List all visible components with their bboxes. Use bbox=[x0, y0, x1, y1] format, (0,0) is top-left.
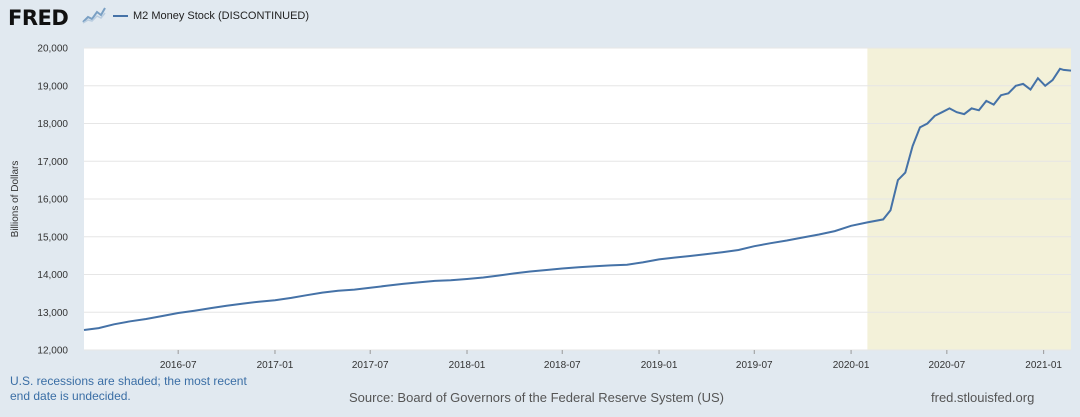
y-tick-label: 18,000 bbox=[37, 119, 68, 130]
x-tick-label: 2018-07 bbox=[544, 360, 581, 371]
site-link[interactable]: fred.stlouisfed.org bbox=[931, 390, 1035, 405]
x-tick-label: 2019-01 bbox=[641, 360, 678, 371]
y-tick-label: 13,000 bbox=[37, 308, 68, 319]
x-tick-label: 2016-07 bbox=[160, 360, 197, 371]
y-tick-label: 14,000 bbox=[37, 270, 68, 281]
line-chart: 12,000 13,000 14,000 15,000 16,000 17,000 18,0… bbox=[10, 44, 1072, 371]
x-tick-label: 2017-07 bbox=[352, 360, 389, 371]
y-axis-ticks: 12,000 13,000 14,000 15,000 16,000 17,000 18,0… bbox=[37, 44, 68, 357]
x-tick-label: 2020-01 bbox=[833, 360, 870, 371]
y-axis-label: Billions of Dollars bbox=[10, 161, 21, 238]
y-tick-label: 19,000 bbox=[37, 81, 68, 92]
fred-logo[interactable]: FRED bbox=[8, 6, 69, 30]
y-tick-label: 16,000 bbox=[37, 195, 68, 206]
x-axis-ticks: 2016-07 2017-01 2017-07 2018-01 2018-07 2019-… bbox=[160, 350, 1062, 371]
x-tick-label: 2020-07 bbox=[928, 360, 965, 371]
source-text: Source: Board of Governors of the Federa… bbox=[349, 390, 724, 405]
recession-note-line-1: U.S. recessions are shaded; the most rec… bbox=[10, 374, 247, 388]
chart-legend: M2 Money Stock (DISCONTINUED) bbox=[113, 10, 309, 22]
x-tick-label: 2021-01 bbox=[1025, 360, 1062, 371]
legend-label: M2 Money Stock (DISCONTINUED) bbox=[133, 10, 310, 22]
recession-note: U.S. recessions are shaded; the most rec… bbox=[10, 374, 310, 404]
y-tick-label: 15,000 bbox=[37, 232, 68, 243]
series-line-m2 bbox=[83, 67, 1072, 331]
recession-note-line-2: end date is undecided. bbox=[10, 389, 131, 403]
x-tick-label: 2017-01 bbox=[257, 360, 294, 371]
chart-header: FRED M2 Money Stock (DISCONTINUED) bbox=[0, 0, 1080, 38]
fred-chart-logo-icon bbox=[82, 7, 106, 24]
y-tick-label: 12,000 bbox=[37, 346, 68, 357]
legend-swatch bbox=[113, 15, 128, 17]
y-tick-label: 17,000 bbox=[37, 157, 68, 168]
x-tick-label: 2019-07 bbox=[736, 360, 773, 371]
grid-lines bbox=[84, 47, 1071, 351]
x-tick-label: 2018-01 bbox=[449, 360, 486, 371]
y-tick-label: 20,000 bbox=[37, 44, 68, 55]
